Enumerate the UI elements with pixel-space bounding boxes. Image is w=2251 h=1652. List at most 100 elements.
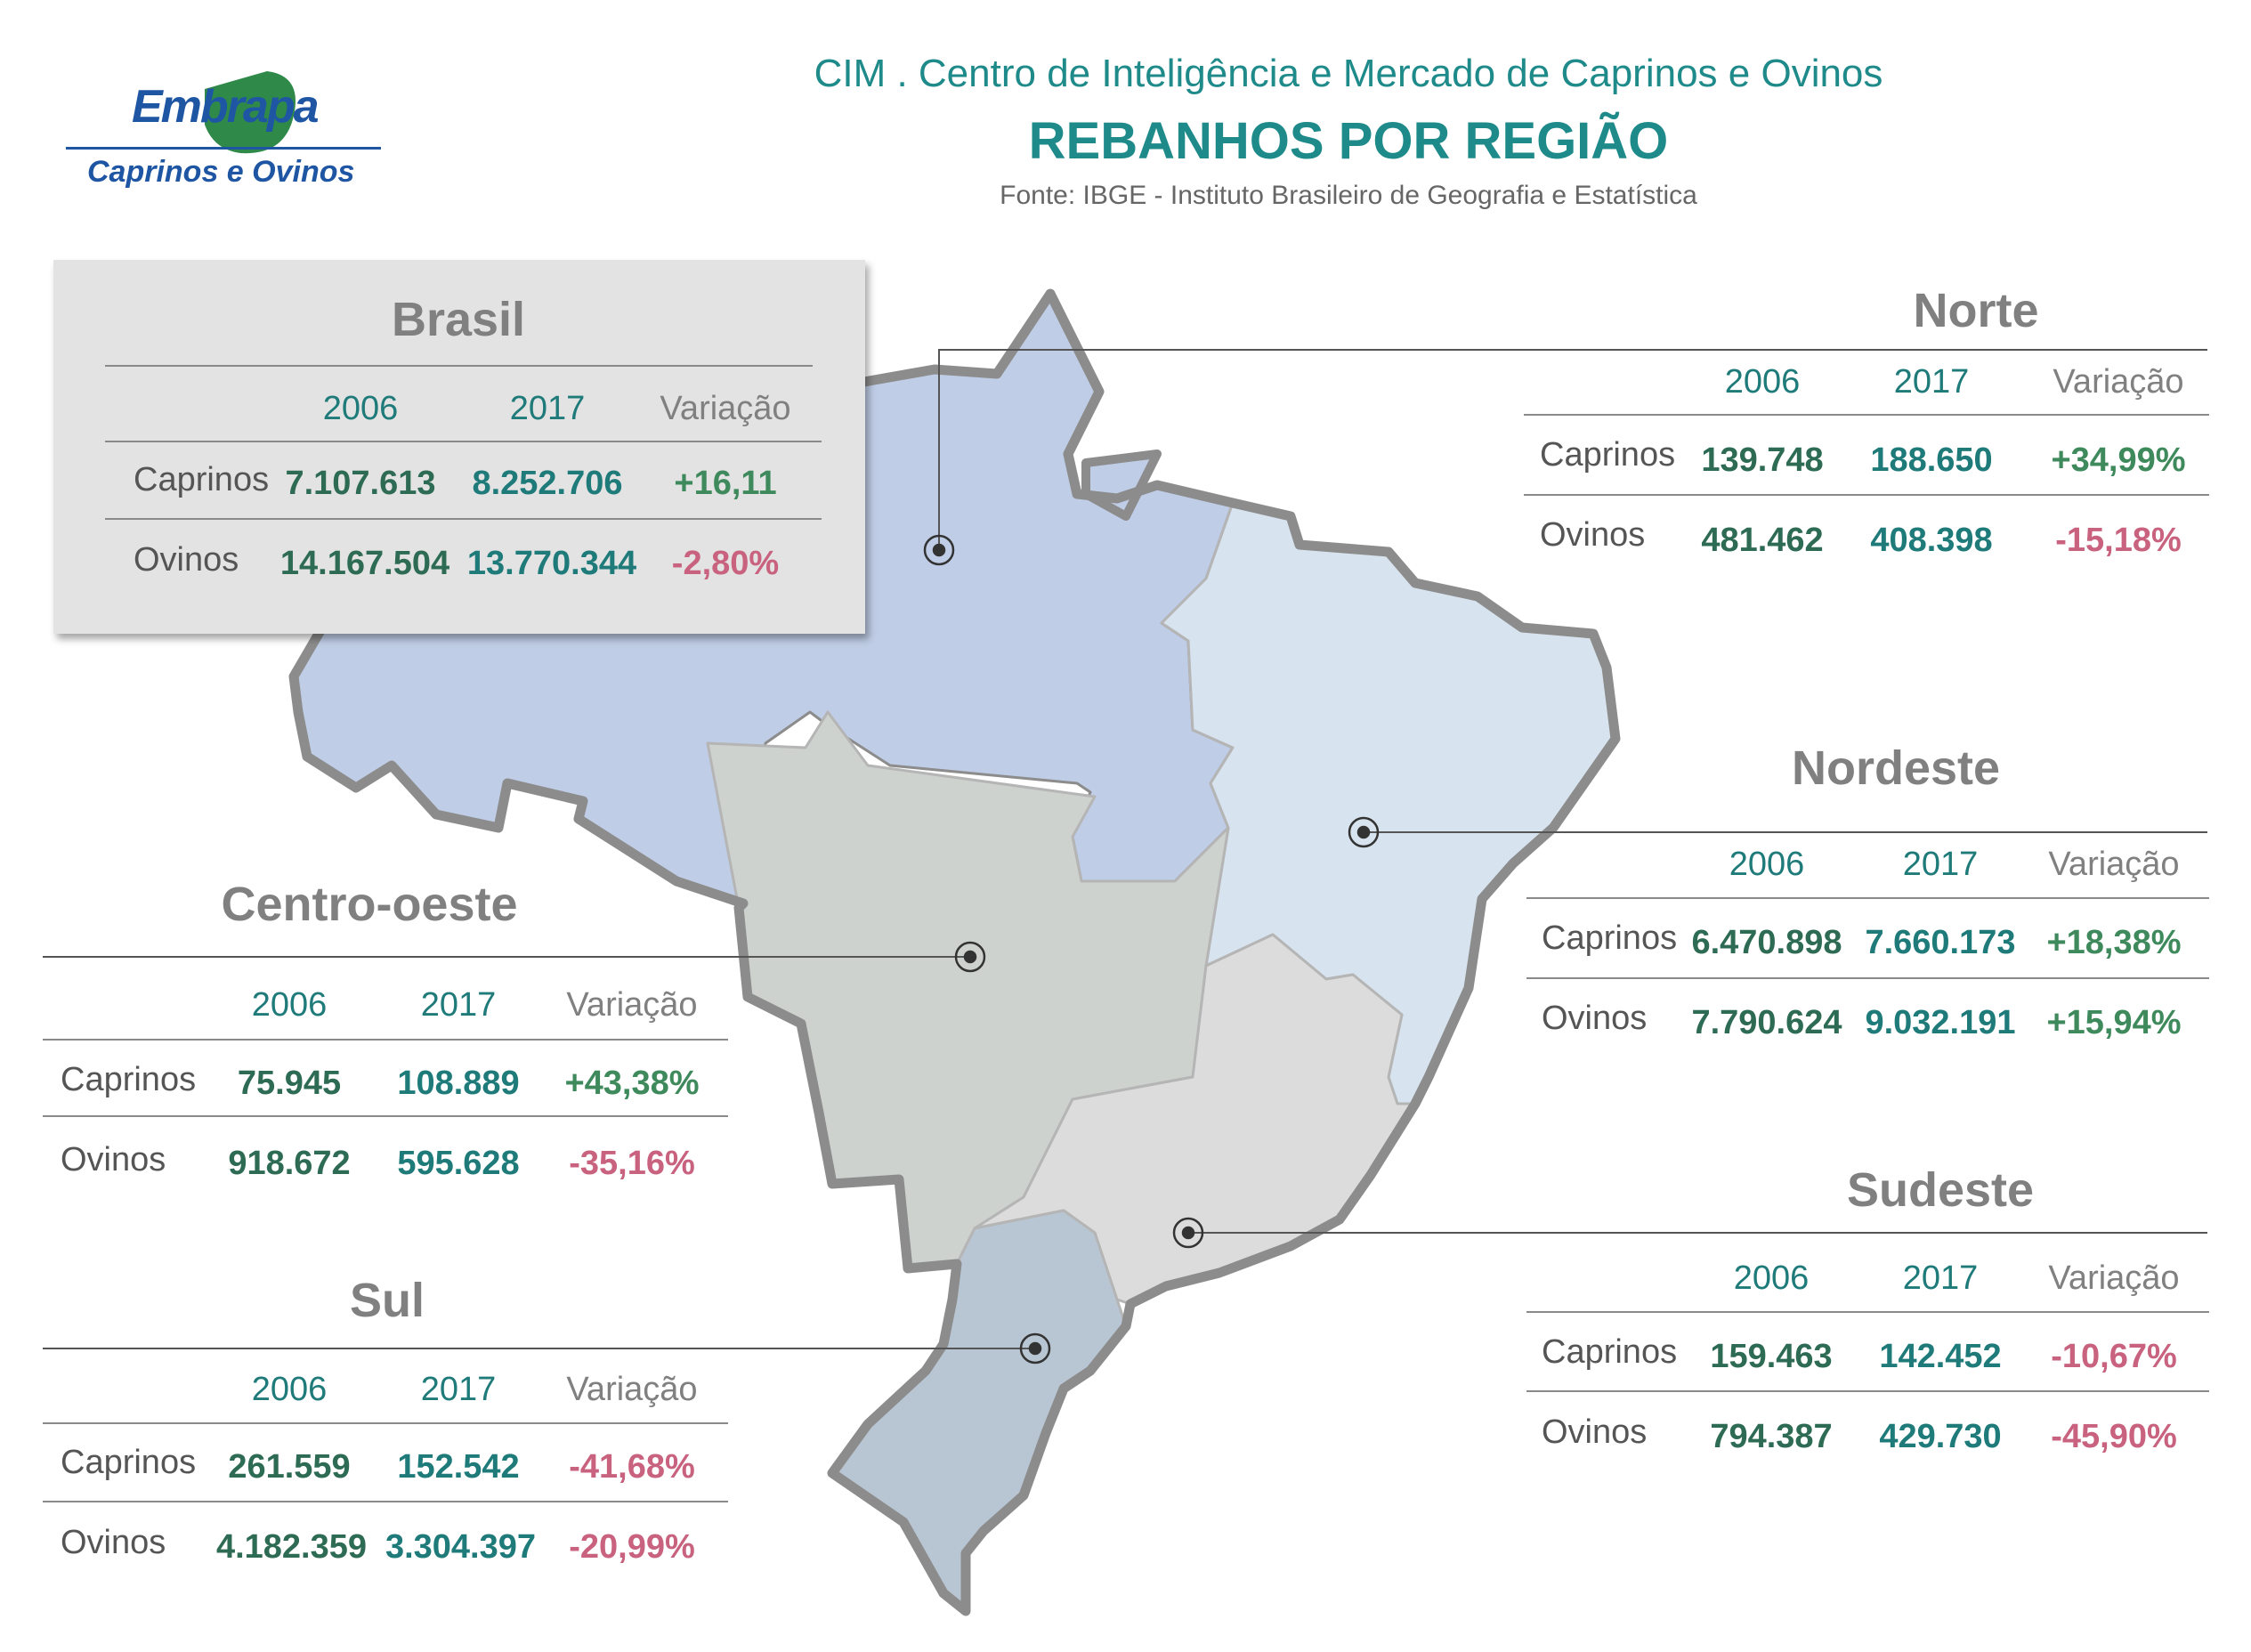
sul-row-rule	[43, 1501, 728, 1502]
sul-col-variacao: Variação	[566, 1371, 698, 1408]
page-title: REBANHOS POR REGIÃO	[1028, 112, 1669, 170]
centro-oeste-row-caprinos-label: Caprinos	[61, 1061, 197, 1098]
norte-row-ovinos-label: Ovinos	[1540, 516, 1646, 554]
norte-ovinos-variacao: -15,18%	[2055, 522, 2182, 559]
norte-caprinos-2017: 188.650	[1870, 441, 1993, 479]
header-source: Fonte: IBGE - Instituto Brasileiro de Ge…	[1000, 181, 1697, 210]
centro-oeste-row-rule	[43, 1115, 728, 1117]
sul-row-caprinos-label: Caprinos	[61, 1444, 197, 1481]
centro-oeste-header-rule	[43, 1039, 728, 1041]
sul-col-2006: 2006	[251, 1371, 328, 1408]
sudeste-caprinos-2017: 142.452	[1879, 1338, 2002, 1375]
sudeste-ovinos-2017: 429.730	[1879, 1418, 2002, 1455]
centro-oeste-caprinos-variacao: +43,38%	[564, 1065, 700, 1102]
marker-nordeste[interactable]	[1348, 816, 1380, 848]
panel-title-nordeste: Nordeste	[1791, 741, 2001, 795]
brasil-col-2006: 2006	[322, 390, 399, 427]
norte-col-variacao: Variação	[2053, 363, 2184, 401]
marker-sudeste[interactable]	[1172, 1217, 1204, 1249]
norte-row-caprinos-label: Caprinos	[1540, 436, 1676, 474]
centro-oeste-ovinos-2006: 918.672	[228, 1145, 351, 1182]
logo-divider	[66, 147, 381, 150]
leader-line-norte	[938, 349, 2207, 552]
norte-row-rule	[1524, 494, 2209, 496]
marker-sul[interactable]	[1019, 1332, 1051, 1365]
sul-ovinos-2017: 3.304.397	[385, 1528, 537, 1566]
nordeste-row-ovinos-label: Ovinos	[1542, 1000, 1648, 1037]
brasil-ovinos-2017: 13.770.344	[466, 545, 637, 582]
brasil-col-2017: 2017	[509, 390, 586, 427]
sudeste-row-ovinos-label: Ovinos	[1542, 1413, 1648, 1451]
header-org: CIM . Centro de Inteligência e Mercado d…	[814, 52, 1883, 95]
brasil-title-rule	[105, 365, 813, 367]
panel-title-norte: Norte	[1913, 284, 2039, 337]
sudeste-ovinos-variacao: -45,90%	[2051, 1418, 2177, 1455]
nordeste-caprinos-2006: 6.470.898	[1691, 924, 1842, 961]
panel-title-brasil: Brasil	[391, 293, 526, 346]
panel-title-sudeste: Sudeste	[1846, 1163, 2035, 1217]
sul-caprinos-2006: 261.559	[228, 1448, 351, 1486]
nordeste-row-rule	[1526, 977, 2209, 979]
country-outline	[288, 288, 1621, 1616]
brasil-caprinos-2017: 8.252.706	[472, 465, 623, 502]
sudeste-row-caprinos-label: Caprinos	[1542, 1333, 1678, 1371]
sudeste-col-2006: 2006	[1733, 1259, 1810, 1297]
brasil-header-rule	[105, 441, 822, 442]
centro-oeste-col-2017: 2017	[420, 986, 497, 1024]
brasil-ovinos-variacao: -2,80%	[671, 545, 780, 582]
centro-oeste-ovinos-2017: 595.628	[397, 1145, 520, 1182]
sul-caprinos-2017: 152.542	[397, 1448, 520, 1486]
brasil-col-variacao: Variação	[660, 390, 791, 427]
sudeste-row-rule	[1526, 1390, 2209, 1392]
logo-subtitle: Caprinos e Ovinos	[87, 155, 355, 189]
norte-caprinos-2006: 139.748	[1701, 441, 1824, 479]
nordeste-ovinos-2017: 9.032.191	[1865, 1004, 2016, 1041]
norte-ovinos-2017: 408.398	[1870, 522, 1993, 559]
sudeste-caprinos-2006: 159.463	[1710, 1338, 1833, 1375]
nordeste-row-caprinos-label: Caprinos	[1542, 919, 1678, 957]
sul-row-ovinos-label: Ovinos	[61, 1524, 166, 1561]
centro-oeste-caprinos-2017: 108.889	[397, 1065, 520, 1102]
nordeste-col-variacao: Variação	[2048, 846, 2180, 883]
sudeste-caprinos-variacao: -10,67%	[2051, 1338, 2177, 1375]
sudeste-col-2017: 2017	[1902, 1259, 1979, 1297]
panel-title-sul: Sul	[349, 1274, 425, 1327]
centro-oeste-col-2006: 2006	[251, 986, 328, 1024]
nordeste-col-2017: 2017	[1902, 846, 1979, 883]
sul-ovinos-variacao: -20,99%	[569, 1528, 695, 1566]
sudeste-header-rule	[1526, 1311, 2209, 1313]
logo-wordmark: Embrapa	[132, 81, 320, 133]
marker-norte[interactable]	[923, 534, 955, 566]
brasil-row-rule	[105, 518, 822, 520]
centro-oeste-caprinos-2006: 75.945	[237, 1065, 342, 1102]
centro-oeste-row-ovinos-label: Ovinos	[61, 1141, 166, 1178]
nordeste-ovinos-variacao: +15,94%	[2046, 1004, 2182, 1041]
norte-col-2006: 2006	[1724, 363, 1801, 401]
sudeste-ovinos-2006: 794.387	[1710, 1418, 1833, 1455]
brasil-row-caprinos-label: Caprinos	[134, 461, 270, 498]
norte-ovinos-2006: 481.462	[1701, 522, 1824, 559]
marker-centro-oeste[interactable]	[954, 941, 986, 973]
centro-oeste-ovinos-variacao: -35,16%	[569, 1145, 695, 1182]
sul-col-2017: 2017	[420, 1371, 497, 1408]
nordeste-caprinos-variacao: +18,38%	[2046, 924, 2182, 961]
panel-title-centro-oeste: Centro-oeste	[221, 878, 518, 931]
sudeste-col-variacao: Variação	[2048, 1259, 2180, 1297]
brasil-ovinos-2006: 14.167.504	[279, 545, 450, 582]
nordeste-caprinos-2017: 7.660.173	[1865, 924, 2016, 961]
nordeste-ovinos-2006: 7.790.624	[1691, 1004, 1842, 1041]
norte-caprinos-variacao: +34,99%	[2051, 441, 2186, 479]
sul-caprinos-variacao: -41,68%	[569, 1448, 695, 1486]
nordeste-header-rule	[1526, 897, 2209, 899]
logo-leaf-icon	[205, 71, 296, 154]
brasil-panel	[53, 260, 865, 634]
brasil-row-ovinos-label: Ovinos	[134, 541, 239, 579]
norte-col-2017: 2017	[1893, 363, 1970, 401]
nordeste-col-2006: 2006	[1729, 846, 1805, 883]
centro-oeste-col-variacao: Variação	[566, 986, 698, 1024]
sul-ovinos-2006: 4.182.359	[215, 1528, 368, 1566]
norte-header-rule	[1524, 414, 2209, 416]
brasil-caprinos-2006: 7.107.613	[285, 465, 436, 502]
embrapa-logo: Embrapa Caprinos e Ovinos	[62, 62, 383, 196]
brasil-caprinos-variacao: +16,11	[674, 465, 777, 502]
